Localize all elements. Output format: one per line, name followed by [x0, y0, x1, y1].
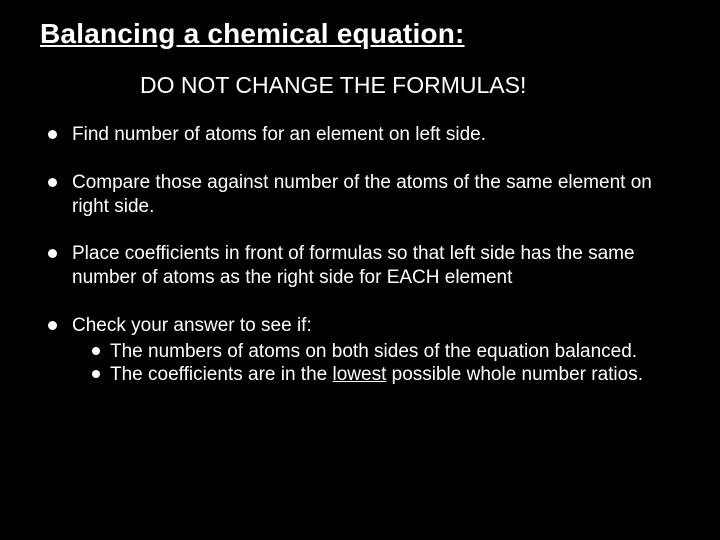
list-item: Check your answer to see if: The numbers… [46, 314, 680, 387]
list-item: Find number of atoms for an element on l… [46, 123, 680, 147]
sub-bullet-list: The numbers of atoms on both sides of th… [72, 340, 680, 388]
bullet-text: Check your answer to see if: [72, 315, 312, 336]
bullet-text: Find number of atoms for an element on l… [72, 124, 486, 145]
bullet-text-part: possible whole number ratios. [386, 364, 643, 385]
slide-title: Balancing a chemical equation: [40, 18, 680, 50]
list-item: The numbers of atoms on both sides of th… [92, 340, 680, 364]
underlined-word: lowest [333, 364, 387, 385]
list-item: Compare those against number of the atom… [46, 171, 680, 219]
list-item: Place coefficients in front of formulas … [46, 242, 680, 290]
bullet-list: Find number of atoms for an element on l… [40, 123, 680, 387]
bullet-text: The numbers of atoms on both sides of th… [110, 341, 637, 362]
bullet-text: Compare those against number of the atom… [72, 172, 652, 217]
bullet-text: Place coefficients in front of formulas … [72, 243, 635, 288]
slide-subtitle: DO NOT CHANGE THE FORMULAS! [140, 72, 680, 99]
list-item: The coefficients are in the lowest possi… [92, 363, 680, 387]
slide: Balancing a chemical equation: DO NOT CH… [0, 0, 720, 540]
bullet-text-part: The coefficients are in the [110, 364, 333, 385]
